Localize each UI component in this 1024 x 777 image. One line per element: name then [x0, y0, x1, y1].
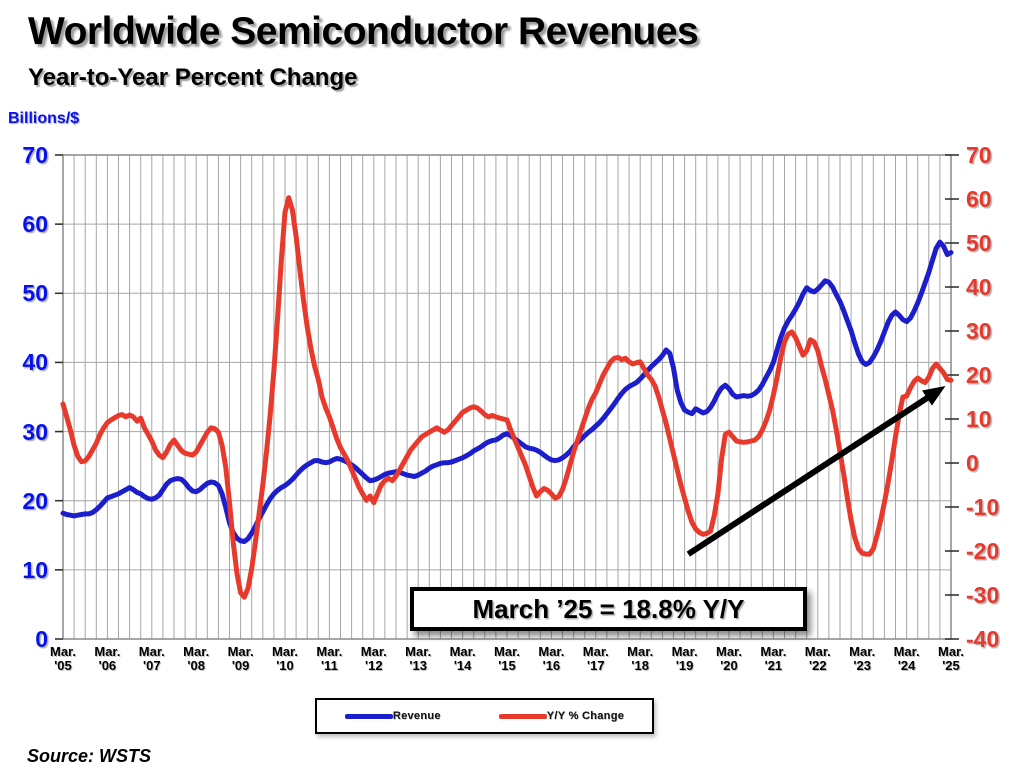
x-axis-tick-label: Mar. '17	[582, 644, 609, 673]
source-note: Source: WSTS	[27, 746, 152, 766]
x-axis-tick-label: Mar. '05	[49, 644, 76, 673]
right-axis-tick-label: 40	[966, 274, 992, 300]
left-axis-tick-label: 60	[22, 211, 48, 238]
annotation-callout: March ’25 = 18.8% Y/Y	[410, 587, 807, 631]
x-axis-tick-label: Mar. '12	[360, 644, 387, 673]
x-axis-tick-label: Mar. '08	[183, 644, 210, 673]
legend-item-yoy: Y/Y % Change	[498, 710, 625, 722]
right-axis-tick-label: -30	[966, 582, 1000, 608]
right-axis-tick-label: 10	[966, 406, 992, 432]
annotation-text: March ’25 = 18.8% Y/Y	[472, 593, 745, 624]
legend: Revenue Y/Y % Change	[315, 698, 654, 734]
x-axis-tick-label: Mar. '07	[138, 644, 165, 673]
right-axis-tick-label: 60	[966, 186, 992, 212]
yoy-line-swatch	[498, 713, 547, 719]
right-axis-tick-label: -10	[966, 494, 1000, 520]
x-axis-tick-label: Mar. '22	[804, 644, 831, 673]
x-axis-tick-label: Mar. '13	[405, 644, 432, 673]
x-axis-tick-label: Mar. '19	[671, 644, 698, 673]
left-axis-tick-label: 20	[22, 487, 48, 514]
legend-label-yoy: Y/Y % Change	[546, 710, 625, 722]
legend-label-revenue: Revenue	[392, 710, 441, 722]
right-axis-tick-label: -20	[966, 538, 1000, 564]
x-axis-tick-label: Mar. '20	[715, 644, 742, 673]
x-axis-tick-label: Mar. '25	[937, 644, 964, 673]
right-axis-tick-label: 20	[966, 362, 992, 388]
left-axis-tick-label: 30	[22, 418, 48, 445]
right-axis-tick-label: 50	[966, 230, 992, 256]
left-axis-tick-label: 10	[22, 556, 48, 583]
x-axis-tick-label: Mar. '14	[449, 644, 476, 673]
revenue-line	[60, 239, 954, 544]
x-axis-tick-label: Mar. '18	[627, 644, 654, 673]
x-axis-tick-label: Mar. '11	[316, 644, 343, 673]
yoy-change-line	[60, 195, 954, 600]
trend-arrow-head	[922, 386, 946, 406]
x-axis-tick-label: Mar. '23	[849, 644, 876, 673]
right-axis-tick-label: -40	[966, 626, 1000, 652]
trend-arrow-shaft	[686, 393, 933, 557]
legend-item-revenue: Revenue	[344, 710, 441, 722]
page-title: Worldwide Semiconductor Revenues	[28, 10, 699, 53]
x-axis-tick-label: Mar. '09	[227, 644, 254, 673]
left-axis-tick-label: 50	[22, 280, 48, 307]
left-axis-tick-label: 70	[22, 142, 48, 168]
left-axis-tick-label: 40	[22, 349, 48, 376]
right-axis-tick-label: 30	[966, 318, 992, 344]
right-axis-tick-label: 70	[966, 142, 992, 168]
x-axis-tick-label: Mar. '15	[493, 644, 520, 673]
left-axis-title: Billions/$	[8, 110, 80, 127]
page-subtitle: Year-to-Year Percent Change	[28, 64, 358, 91]
right-axis-tick-label: 0	[966, 450, 979, 476]
left-axis-tick-label: 0	[35, 626, 48, 652]
revenue-line-swatch	[344, 713, 393, 719]
x-axis-tick-label: Mar. '06	[94, 644, 121, 673]
x-axis-tick-label: Mar. '21	[760, 644, 787, 673]
x-axis-tick-label: Mar. '24	[893, 644, 920, 673]
plot-border	[62, 154, 952, 640]
x-axis-tick-label: Mar. '10	[271, 644, 298, 673]
x-axis-tick-label: Mar. '16	[538, 644, 565, 673]
